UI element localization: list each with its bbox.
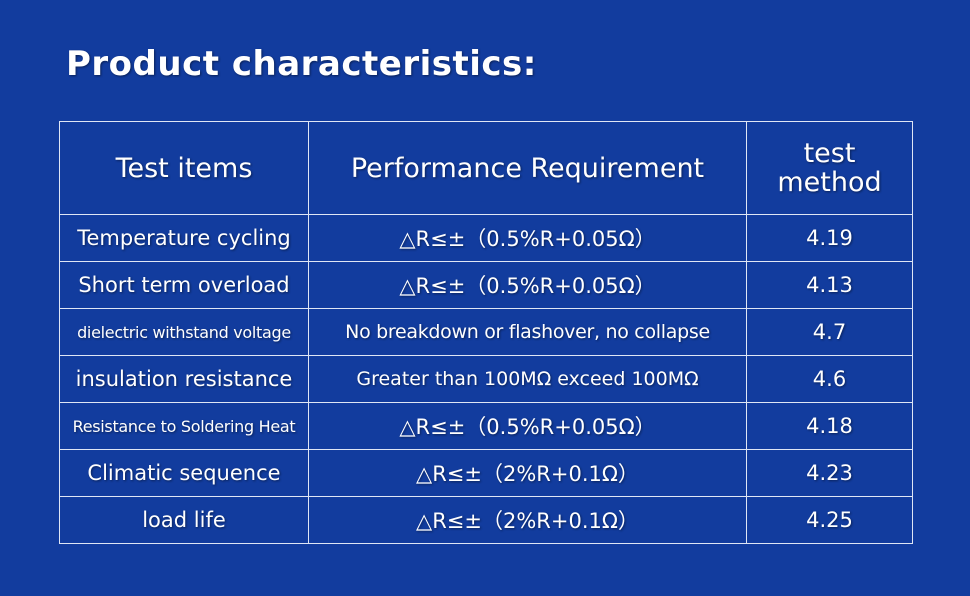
method-cell: 4.19 [746, 214, 913, 262]
requirement-cell: △R≤±（0.5%R+0.05Ω） [308, 214, 747, 262]
header-test-method-line2: method [777, 167, 882, 198]
header-test-method-line1: test [803, 138, 856, 169]
requirement-cell: △R≤±（2%R+0.1Ω） [308, 449, 747, 497]
table-row: Temperature cycling △R≤±（0.5%R+0.05Ω） 4.… [59, 214, 913, 262]
test-item-cell: dielectric withstand voltage [59, 308, 309, 356]
test-item-cell: Resistance to Soldering Heat [59, 402, 309, 450]
test-item-cell: load life [59, 496, 309, 544]
table-row: Climatic sequence △R≤±（2%R+0.1Ω） 4.23 [59, 449, 913, 497]
requirement-cell: Greater than 100MΩ exceed 100MΩ [308, 355, 747, 403]
test-item-cell: Climatic sequence [59, 449, 309, 497]
requirement-cell: △R≤±（0.5%R+0.05Ω） [308, 402, 747, 450]
requirement-cell: △R≤±（2%R+0.1Ω） [308, 496, 747, 544]
table-row: insulation resistance Greater than 100MΩ… [59, 355, 913, 403]
test-item-cell: Short term overload [59, 261, 309, 309]
characteristics-table: Test items Performance Requirement test … [59, 121, 913, 544]
table-row: Resistance to Soldering Heat △R≤±（0.5%R+… [59, 402, 913, 450]
header-performance-requirement: Performance Requirement [308, 121, 747, 215]
method-cell: 4.23 [746, 449, 913, 497]
requirement-cell: △R≤±（0.5%R+0.05Ω） [308, 261, 747, 309]
method-cell: 4.25 [746, 496, 913, 544]
method-cell: 4.13 [746, 261, 913, 309]
page-title: Product characteristics: [66, 44, 537, 84]
method-cell: 4.6 [746, 355, 913, 403]
header-test-items: Test items [59, 121, 309, 215]
method-cell: 4.18 [746, 402, 913, 450]
table-header-row: Test items Performance Requirement test … [59, 121, 913, 215]
table-row: load life △R≤±（2%R+0.1Ω） 4.25 [59, 496, 913, 544]
requirement-cell: No breakdown or flashover, no collapse [308, 308, 747, 356]
header-test-method: test method [746, 121, 913, 215]
test-item-cell: insulation resistance [59, 355, 309, 403]
test-item-cell: Temperature cycling [59, 214, 309, 262]
method-cell: 4.7 [746, 308, 913, 356]
table-row: Short term overload △R≤±（0.5%R+0.05Ω） 4.… [59, 261, 913, 309]
table-row: dielectric withstand voltage No breakdow… [59, 308, 913, 356]
